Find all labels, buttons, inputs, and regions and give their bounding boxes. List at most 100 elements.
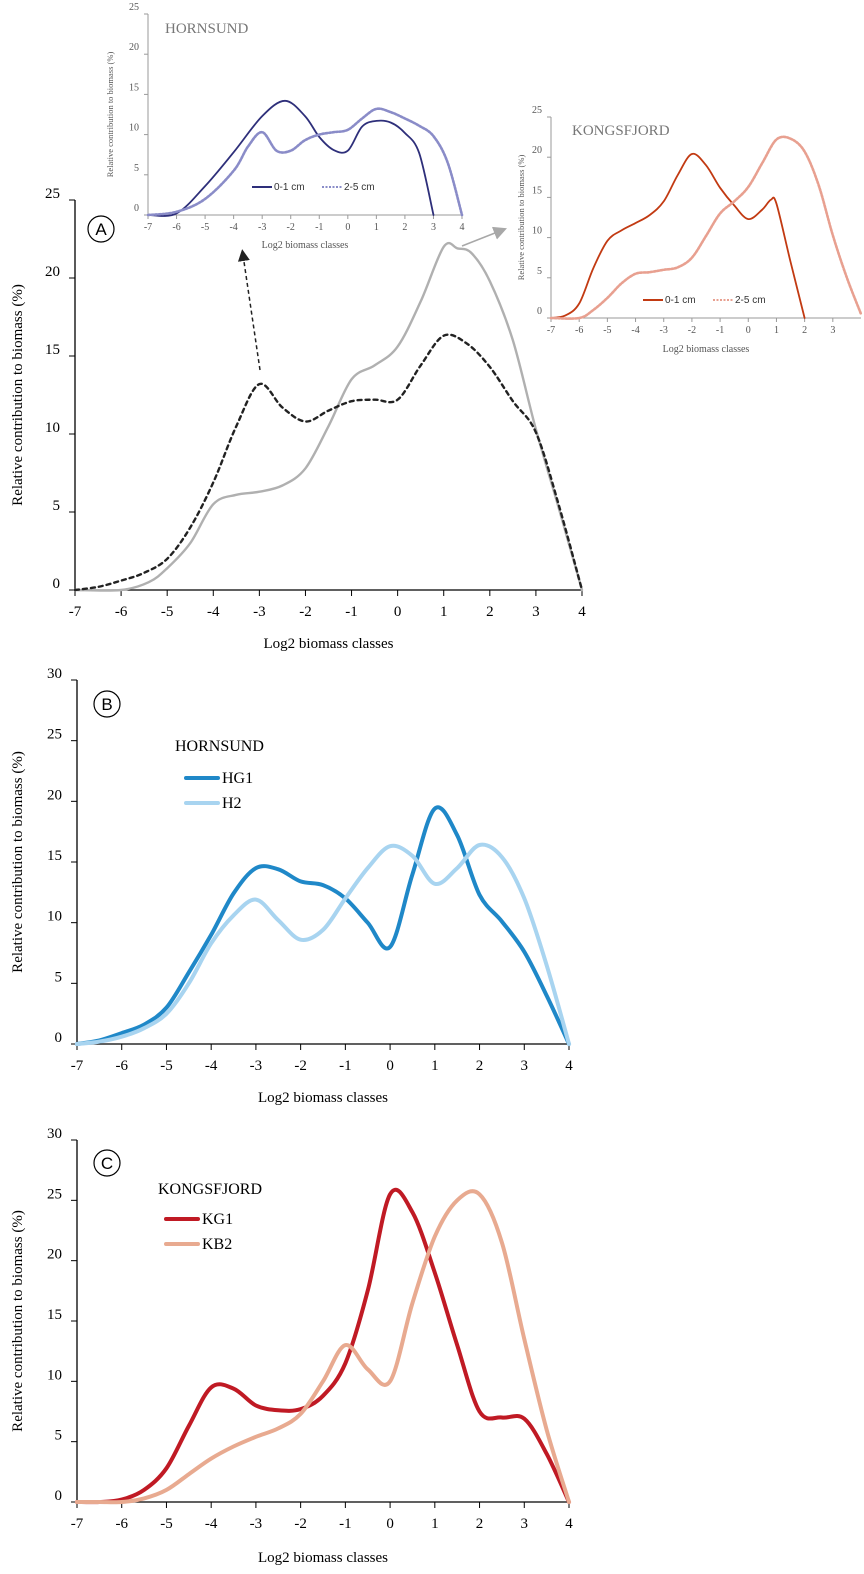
x-tick-label: 0 [746,325,751,336]
panel-label-circle [93,1149,121,1177]
legend-label: 2-5 cm [735,295,766,306]
y-tick-label: 0 [537,306,542,317]
y-tick-label: 15 [47,848,62,864]
y-axis-label: Relative contribution to biomass (%) [10,751,26,973]
y-tick-label: 25 [129,2,139,13]
y-tick-label: 15 [532,185,542,196]
x-tick-label: -4 [205,1058,218,1074]
y-tick-label: 0 [55,1488,63,1504]
y-tick-label: 5 [55,1428,63,1444]
y-axis-label: Relative contribution to biomass (%) [10,1210,26,1432]
y-tick-label: 10 [45,420,60,436]
legend-label: KG1 [202,1211,233,1228]
x-tick-label: -5 [160,1058,173,1074]
x-tick-label: -7 [144,222,152,233]
x-tick-label: -4 [631,325,639,336]
x-tick-label: -4 [229,222,237,233]
chart-inset-hornsund: 0 5 10 15 20 25 -7 -6 -5 -4 -3 -2 -1 0 1 2 3 4 Log2 biomas… [105,2,465,251]
series-line-0-1-cm [147,99,435,217]
y-tick-label: 30 [47,666,62,682]
x-tick-label: 0 [394,604,402,620]
y-tick-label: 25 [47,727,62,743]
x-tick-label: -2 [294,1516,307,1532]
x-tick-label: -6 [575,325,583,336]
series-line-0-1-cm [550,152,806,319]
x-tick-label: 0 [345,222,350,233]
x-tick-label: 0 [386,1516,394,1532]
x-tick-label: -4 [207,604,220,620]
y-tick-label: 30 [47,1126,62,1142]
y-tick-label: 20 [129,42,139,53]
panel-label: B [101,695,112,714]
y-axis-label: Relative contribution to biomass (%) [516,155,526,281]
y-tick-label: 5 [55,969,63,985]
y-tick-label: 15 [47,1307,62,1323]
x-axis-label: Log2 biomass classes [264,636,394,652]
x-tick-label: -2 [287,222,295,233]
legend-label: H2 [222,795,242,812]
x-tick-label: -3 [660,325,668,336]
chart-inset-kongsfjord: 0 5 10 15 20 25 -7 -6 -5 -4 -3 -2 -1 0 1 2 3 Log2 biomass… [516,105,863,355]
y-tick-label: 20 [532,145,542,156]
x-tick-label: -1 [339,1516,352,1532]
x-tick-label: 3 [830,325,835,336]
x-tick-label: -1 [345,604,358,620]
x-tick-label: -1 [315,222,323,233]
y-tick-label: 5 [134,163,139,174]
x-tick-label: -7 [69,604,82,620]
x-tick-label: -2 [688,325,696,336]
chart-panel-b: 0 5 10 15 20 25 30 -7 -6 -5 -4 -3 -2 -1 0 1 2 3 4 Log2 biom… [10,666,573,1106]
x-tick-label: -1 [716,325,724,336]
series-line-kg1 [75,1187,571,1505]
x-tick-label: -2 [294,1058,307,1074]
legend-label: HG1 [222,770,253,787]
y-axis-label: Relative contribution to biomass (%) [10,284,26,506]
x-tick-label: 4 [578,604,586,620]
y-tick-label: 25 [45,186,60,202]
y-tick-label: 25 [532,105,542,116]
chart-panel-c: 0 5 10 15 20 25 30 -7 -6 -5 -4 -3 -2 -1 0 1 2 3 4 Log2 biom… [10,1126,573,1566]
series-line-dashed [73,333,584,592]
panel-label-circle [93,690,121,718]
x-tick-label: 3 [532,604,540,620]
y-tick-label: 20 [47,787,62,803]
x-tick-label: -5 [161,604,174,620]
x-tick-label: 2 [486,604,494,620]
x-tick-label: -3 [250,1516,263,1532]
legend-label: KB2 [202,1236,232,1253]
y-axis-label: Relative contribution to biomass (%) [105,52,115,178]
x-tick-label: 2 [476,1516,484,1532]
y-tick-label: 5 [53,498,61,514]
legend-label: 0-1 cm [665,295,696,306]
x-tick-label: 1 [440,604,448,620]
x-tick-label: 2 [476,1058,484,1074]
y-tick-label: 0 [55,1030,63,1046]
legend-label: 2-5 cm [344,182,375,193]
series-line-solid [73,241,584,592]
x-tick-label: 2 [402,222,407,233]
x-tick-label: 3 [521,1058,529,1074]
x-tick-label: -6 [172,222,180,233]
x-axis-label: Log2 biomass classes [258,1550,388,1566]
series-line-2-5-cm [549,135,863,320]
x-tick-label: 1 [374,222,379,233]
x-tick-label: -5 [201,222,209,233]
chart-title: KONGSFJORD [572,123,670,139]
x-tick-label: -7 [71,1516,84,1532]
x-tick-label: 3 [521,1516,529,1532]
y-tick-label: 10 [532,226,542,237]
y-tick-label: 5 [537,266,542,277]
connector-arrow-dashed [237,249,261,371]
x-tick-label: 2 [802,325,807,336]
x-tick-label: 3 [431,222,436,233]
chart-title: KONGSFJORD [158,1181,262,1198]
x-tick-label: 1 [431,1516,439,1532]
x-tick-label: 1 [774,325,779,336]
x-axis-label: Log2 biomass classes [258,1090,388,1106]
x-axis-label: Log2 biomass classes [663,344,750,355]
y-tick-label: 15 [129,82,139,93]
y-tick-label: 20 [47,1247,62,1263]
y-tick-label: 20 [45,264,60,280]
